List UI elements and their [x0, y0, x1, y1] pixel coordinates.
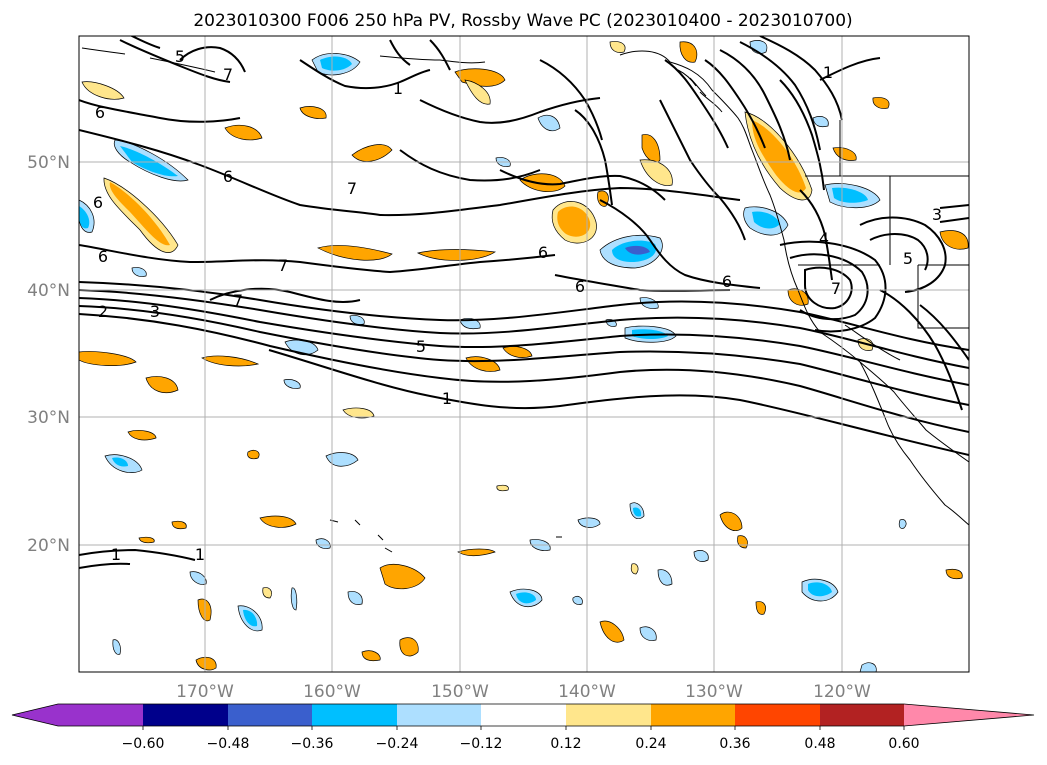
- contour-label: 1: [823, 63, 833, 82]
- map-title: 2023010300 F006 250 hPa PV, Rossby Wave …: [193, 11, 852, 31]
- colorbar-segment: [312, 704, 397, 726]
- contour-label: 1: [393, 79, 403, 98]
- longitude-label: 170°W: [176, 682, 234, 702]
- contour-label: 1: [111, 545, 121, 564]
- colorbar-tick-label: −0.12: [460, 736, 503, 752]
- contour-label: 6: [722, 272, 732, 291]
- contour-label: 5: [903, 249, 913, 268]
- colorbar-tick-label: −0.60: [122, 736, 165, 752]
- contour-label: 4: [819, 229, 829, 248]
- latitude-label: 40°N: [27, 281, 70, 301]
- colorbar-segment: [58, 704, 143, 726]
- colorbar-tick-label: 0.12: [550, 736, 581, 752]
- contour-label: 7: [223, 65, 233, 84]
- colorbar-segment: [228, 704, 312, 726]
- colorbar-tick-label: 0.48: [804, 736, 835, 752]
- contour-label: 5: [175, 47, 185, 66]
- colorbar-segment: [820, 704, 904, 726]
- negative-anomaly-patches: [79, 40, 907, 672]
- latitude-labels: 50°N 40°N 30°N 20°N: [27, 153, 70, 556]
- coastlines: [81, 47, 969, 553]
- contour-label: 6: [93, 193, 103, 212]
- map-frame: [78, 35, 970, 673]
- contour-label: 2: [98, 302, 108, 321]
- colorbar: −0.60 −0.48 −0.36 −0.24 −0.12 0.12 0.24 …: [11, 703, 1035, 752]
- colorbar-tick-label: 0.60: [888, 736, 919, 752]
- pv-contours: [79, 36, 969, 569]
- longitude-label: 120°W: [813, 682, 871, 702]
- contour-label: 5: [416, 337, 426, 356]
- colorbar-extend-max: [904, 704, 1034, 726]
- contour-label: 6: [98, 247, 108, 266]
- contour-label: 7: [831, 279, 841, 298]
- colorbar-tick-label: −0.36: [291, 736, 334, 752]
- colorbar-tick-label: 0.36: [719, 736, 750, 752]
- contour-label: 6: [538, 243, 548, 262]
- colorbar-tick-label: −0.24: [376, 736, 419, 752]
- colorbar-segment: [735, 704, 820, 726]
- contour-labels: 5 7 1 6 6 6 7 6 7 7 2 3 5 1 6 6 6 1 3 5 …: [93, 47, 942, 564]
- longitude-label: 140°W: [558, 682, 616, 702]
- colorbar-segment: [397, 704, 481, 726]
- latitude-label: 30°N: [27, 408, 70, 428]
- contour-label: 7: [278, 256, 288, 275]
- colorbar-extend-min: [12, 704, 58, 726]
- longitude-labels: 170°W 160°W 150°W 140°W 130°W 120°W: [176, 682, 871, 702]
- contour-label: 6: [223, 167, 233, 186]
- contour-label: 6: [95, 103, 105, 122]
- positive-anomaly-patches: [79, 41, 969, 671]
- latitude-label: 20°N: [27, 536, 70, 556]
- contour-label: 3: [932, 205, 942, 224]
- contour-label: 7: [347, 179, 357, 198]
- gridlines: [79, 36, 969, 672]
- longitude-label: 130°W: [685, 682, 743, 702]
- contour-label: 1: [442, 389, 452, 408]
- contour-label: 7: [233, 291, 243, 310]
- latitude-label: 50°N: [27, 153, 70, 173]
- colorbar-tick-label: −0.48: [207, 736, 250, 752]
- contour-label: 6: [575, 277, 585, 296]
- colorbar-segment: [651, 704, 735, 726]
- map-panel: 5 7 1 6 6 6 7 6 7 7 2 3 5 1 6 6 6 1 3 5 …: [79, 36, 969, 672]
- longitude-label: 150°W: [431, 682, 489, 702]
- colorbar-segment: [143, 704, 228, 726]
- longitude-label: 160°W: [303, 682, 361, 702]
- colorbar-tick-label: 0.24: [635, 736, 666, 752]
- colorbar-segment: [481, 704, 566, 726]
- contour-label: 1: [195, 545, 205, 564]
- contour-label: 3: [150, 302, 160, 321]
- colorbar-segment: [566, 704, 651, 726]
